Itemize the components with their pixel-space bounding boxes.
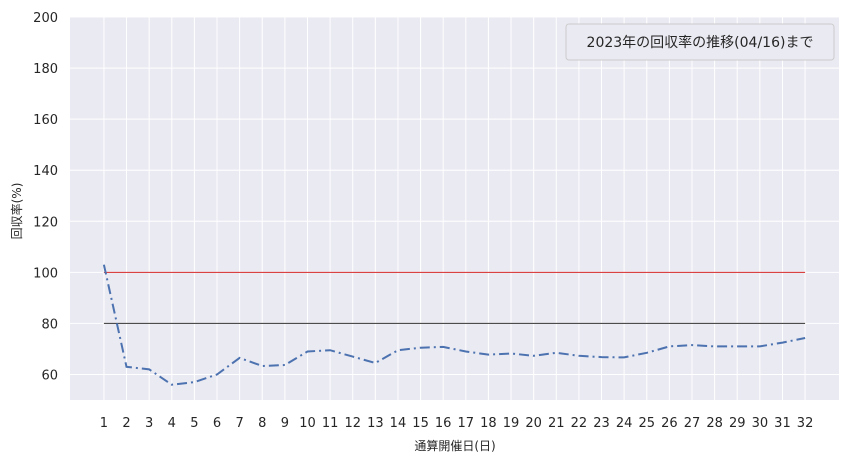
x-tick-label: 2 [122,416,130,431]
legend-box [565,23,835,61]
x-tick-label: 14 [390,416,407,431]
x-tick-label: 1 [100,416,108,431]
x-tick-label: 4 [168,416,176,431]
x-tick-label: 11 [322,416,339,431]
x-tick-label: 16 [435,416,452,431]
x-tick-label: 13 [367,416,384,431]
grid-lines [70,16,839,400]
y-tick-label: 60 [41,368,58,383]
y-tick-label: 180 [33,62,58,77]
x-tick-label: 7 [235,416,243,431]
x-tick-label: 24 [616,416,633,431]
x-tick-label: 29 [729,416,746,431]
x-tick-label: 8 [258,416,266,431]
y-tick-label: 140 [33,164,58,179]
y-axis-label: 回収率(%) [9,183,24,240]
x-tick-label: 23 [593,416,610,431]
x-tick-label: 6 [213,416,221,431]
x-tick-label: 10 [299,416,316,431]
plot-background [70,17,839,400]
x-tick-label: 18 [480,416,497,431]
y-tick-label: 80 [41,317,58,332]
x-tick-label: 12 [344,416,361,431]
legend: 2023年の回収率の推移(04/16)まで [565,23,835,61]
x-tick-label: 26 [661,416,678,431]
y-tick-label: 100 [33,266,58,281]
series-layer [102,264,806,386]
x-axis-label: 通算開催日(日) [414,438,495,453]
series-line-0 [102,264,806,386]
x-tick-label: 22 [571,416,588,431]
y-tick-label: 120 [33,215,58,230]
x-tick-label: 25 [638,416,655,431]
reference-lines [103,271,806,324]
x-tick-labels: 1 2 3 4 5 6 7 8 9 10 11 12 13 14 15 16 17 18 19 20 21 22 23 24 2… [100,416,814,431]
x-tick-label: 15 [412,416,429,431]
x-tick-label: 27 [684,416,701,431]
legend-label: 2023年の回収率の推移(04/16)まで [587,34,814,51]
y-tick-labels: 60 80 100 120 140 160 180 200 [33,11,58,383]
x-tick-label: 32 [797,416,814,431]
x-tick-label: 31 [774,416,791,431]
x-tick-label: 30 [752,416,769,431]
x-tick-label: 9 [281,416,289,431]
x-tick-label: 3 [145,416,153,431]
x-tick-label: 21 [548,416,565,431]
x-tick-label: 28 [706,416,723,431]
x-tick-label: 5 [190,416,198,431]
x-tick-label: 19 [503,416,520,431]
x-tick-label: 17 [458,416,475,431]
y-tick-label: 160 [33,113,58,128]
y-tick-label: 200 [33,11,58,26]
x-tick-label: 20 [525,416,542,431]
